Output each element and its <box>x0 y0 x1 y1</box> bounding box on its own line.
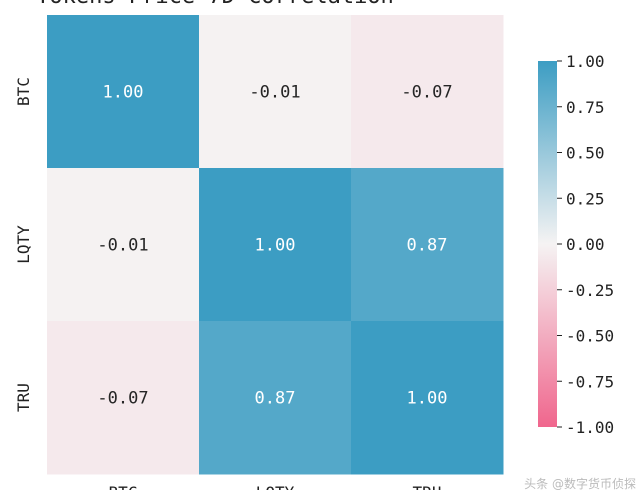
y-tick-label: TRU <box>14 383 33 412</box>
x-tick-label: BTC <box>109 483 138 490</box>
colorbar-tick-label: 0.50 <box>566 144 605 163</box>
cell-value-label: -0.01 <box>97 236 148 256</box>
cell-value-label: 1.00 <box>103 83 144 103</box>
heatmap-cell-lqty-tru <box>351 168 504 322</box>
colorbar-ticks: 1.00 0.75 0.50 0.25 0.00 -0.25 -0.50 -0.75 -1.00 <box>557 52 614 437</box>
y-tick-label: LQTY <box>14 225 33 264</box>
colorbar-tick-label: 0.25 <box>566 189 605 208</box>
cell-value-label: 0.87 <box>255 389 296 409</box>
x-tick-label: TRU <box>413 483 442 490</box>
colorbar-tick-label: -0.25 <box>566 281 614 300</box>
y-tick-label: BTC <box>14 77 33 106</box>
colorbar-tick-label: -0.75 <box>566 372 614 391</box>
heatmap-cell-tru-tru <box>351 321 504 475</box>
cell-value-label: -0.01 <box>249 83 300 103</box>
colorbar-tick-label: 1.00 <box>566 52 605 71</box>
colorbar-tick-label: -1.00 <box>566 418 614 437</box>
heatmap-cell-btc-btc <box>47 15 200 169</box>
cell-value-label: 1.00 <box>255 236 296 256</box>
chart-title: Tokens Price 7D Correlation <box>36 0 394 9</box>
heatmap-cell-lqty-btc <box>47 168 200 322</box>
heatmap-cell-btc-lqty <box>199 15 352 169</box>
colorbar-tick-label: 0.75 <box>566 98 605 117</box>
heatmap-cell-btc-tru <box>351 15 504 169</box>
x-tick-label: LQTY <box>256 483 295 490</box>
y-axis-labels: BTC LQTY TRU <box>14 77 33 412</box>
watermark: 头条 @数字货币侦探 <box>524 476 636 490</box>
heatmap-cell-labels: 1.00 -0.01 -0.07 -0.01 1.00 0.87 -0.07 0.87 1.00 <box>97 83 452 409</box>
colorbar-tick-label: -0.50 <box>566 327 614 346</box>
heatmap-cell-tru-btc <box>47 321 200 475</box>
heatmap-cell-lqty-lqty <box>199 168 352 322</box>
cell-value-label: 0.87 <box>407 236 448 256</box>
heatmap-cells <box>47 15 504 475</box>
colorbar <box>538 61 557 427</box>
cell-value-label: -0.07 <box>401 83 452 103</box>
cell-value-label: 1.00 <box>407 389 448 409</box>
x-axis-labels: BTC LQTY TRU <box>109 483 442 490</box>
heatmap-cell-tru-lqty <box>199 321 352 475</box>
colorbar-tick-label: 0.00 <box>566 235 605 254</box>
cell-value-label: -0.07 <box>97 389 148 409</box>
